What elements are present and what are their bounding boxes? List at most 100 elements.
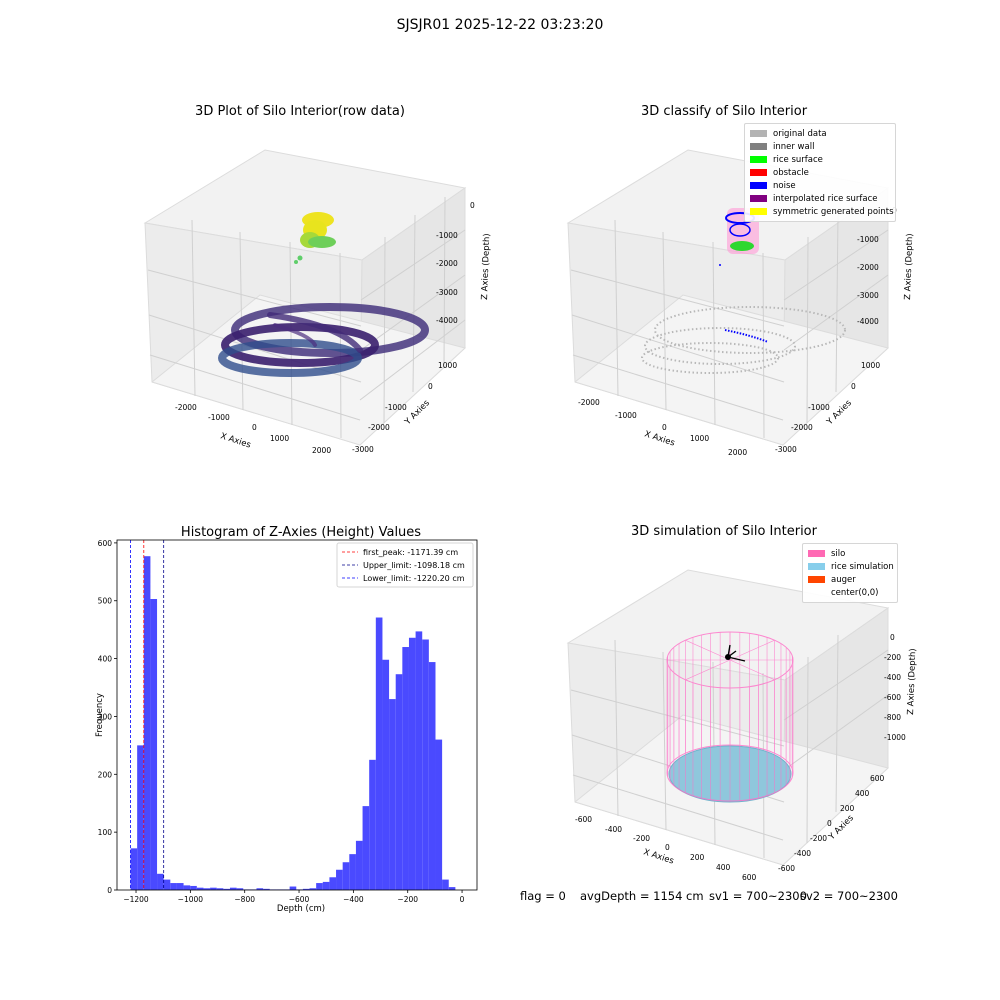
histogram-bar: [223, 888, 230, 890]
histogram-bar: [369, 759, 376, 890]
legend-frame: [336, 542, 474, 588]
histogram-bar: [302, 888, 310, 890]
legend-item-auger: auger: [808, 573, 892, 586]
p2-xtick: 2000: [728, 448, 747, 457]
panel4-title: 3D simulation of Silo Interior: [631, 524, 817, 539]
swatch-icon: [808, 589, 825, 596]
p1-xtick: -2000: [175, 403, 197, 412]
panel2-legend: original data inner wall rice surface ob…: [744, 123, 896, 222]
legend-item-interpolated: interpolated rice surface: [750, 192, 890, 205]
histogram-bar: [216, 888, 224, 890]
swatch-icon: [750, 156, 767, 163]
swatch-icon: [750, 208, 767, 215]
histogram-bar: [422, 639, 429, 890]
histogram-bar: [289, 886, 297, 890]
histogram-bar: [408, 637, 416, 890]
p4-ytick: -600: [778, 864, 795, 873]
avg-depth-text: avgDepth = 1154 cm: [580, 889, 704, 903]
y-axis: 0 100 200 300 400 500 600: [98, 539, 117, 895]
swatch-icon: [750, 195, 767, 202]
p1-ztick: -2000: [436, 259, 458, 268]
p2-xtick: 0: [662, 423, 667, 432]
p1-xlabel: X Axies: [219, 431, 252, 450]
histogram-bar: [349, 854, 356, 890]
p2-ytick: -3000: [775, 445, 797, 454]
p2-xtick: -2000: [578, 398, 600, 407]
histogram-bar: [382, 659, 390, 890]
histogram-title: Histogram of Z-Axies (Height) Values: [181, 525, 421, 540]
histogram-bar: [176, 883, 184, 890]
legend-label: first_peak: -1171.39 cm: [363, 548, 458, 557]
panel4-3d-axes: -600 -400 -200 0 200 400 600 600 400 200…: [566, 569, 918, 882]
p4-ytick: 400: [855, 789, 870, 798]
p2-zlabel: Z Axies (Depth): [903, 233, 915, 300]
x-tick-label: −1000: [178, 895, 204, 904]
p2-ztick: -4000: [857, 317, 879, 326]
p2-ytick: 1000: [861, 361, 880, 370]
p4-ztick: -400: [884, 673, 901, 682]
histogram-bar: [309, 888, 317, 890]
x-tick-label: −600: [289, 895, 310, 904]
p1-ztick: 0: [470, 201, 475, 210]
histogram-bar: [143, 556, 151, 890]
histogram-bar: [229, 887, 237, 890]
p1-xtick: 1000: [270, 434, 289, 443]
histogram-bar: [157, 873, 164, 890]
p2-ytick: -1000: [808, 403, 830, 412]
figure-title: SJSJR01 2025-12-22 03:23:20: [396, 17, 604, 33]
legend-item-noise: noise: [750, 179, 890, 192]
p2-ztick: -2000: [857, 263, 879, 272]
flag-text: flag = 0: [520, 889, 566, 903]
y-axis-label: Frequency: [95, 693, 105, 737]
p1-xtick: 2000: [312, 446, 331, 455]
swatch-icon: [808, 550, 825, 557]
swatch-icon: [750, 182, 767, 189]
p1-xtick: 0: [252, 423, 257, 432]
p4-xtick: 200: [690, 853, 705, 862]
histogram-bar: [435, 739, 443, 890]
x-tick-label: −800: [234, 895, 255, 904]
p1-ytick: -2000: [368, 423, 390, 432]
y-tick-label: 0: [107, 886, 112, 895]
x-tick-label: 0: [460, 895, 465, 904]
histogram-bar: [190, 885, 197, 890]
histogram-bar: [196, 887, 204, 890]
p4-zlabel: Z Axies (Depth): [906, 648, 918, 715]
histogram-bar: [203, 888, 211, 890]
histogram-bar: [130, 848, 138, 890]
p2-ztick: -3000: [857, 291, 879, 300]
histogram-bar: [316, 883, 323, 890]
histogram-bar: [210, 887, 217, 890]
legend-item-obstacle: obstacle: [750, 166, 890, 179]
swatch-icon: [808, 563, 825, 570]
p4-ztick: -1000: [884, 733, 906, 742]
p4-xtick: 400: [716, 863, 731, 872]
p4-ytick: -200: [810, 834, 827, 843]
histogram-vlines: [130, 540, 165, 890]
plot-frame: [116, 539, 478, 891]
p4-ytick: 600: [870, 774, 885, 783]
legend-item-original-data: original data: [750, 127, 890, 140]
panel1-title: 3D Plot of Silo Interior(row data): [195, 104, 405, 119]
y-tick-label: 600: [98, 539, 113, 548]
legend-item-rice-surface: rice surface: [750, 153, 890, 166]
p2-ztick: -1000: [857, 235, 879, 244]
p4-xtick: 600: [742, 873, 757, 882]
y-tick-label: 100: [98, 828, 113, 837]
p1-ztick: -3000: [436, 288, 458, 297]
sv2-text: sv2 = 700~2300: [800, 889, 898, 903]
histogram-legend: first_peak: -1171.39 cm Upper_limit: -109…: [336, 542, 474, 588]
x-axis-label: Depth (cm): [277, 904, 325, 914]
p1-xtick: -1000: [208, 413, 230, 422]
y-tick-label: 200: [98, 770, 113, 779]
p1-ytick: 1000: [438, 361, 457, 370]
histogram-bar: [163, 879, 171, 890]
x-tick-label: −400: [343, 895, 364, 904]
legend-item-center: center(0,0): [808, 586, 892, 599]
p4-xtick: -400: [605, 825, 622, 834]
y-tick-label: 500: [98, 597, 113, 606]
histogram-bar: [263, 888, 270, 890]
p1-ytick: 0: [428, 382, 433, 391]
histogram-bar: [375, 617, 383, 890]
p4-ytick: 200: [840, 804, 855, 813]
